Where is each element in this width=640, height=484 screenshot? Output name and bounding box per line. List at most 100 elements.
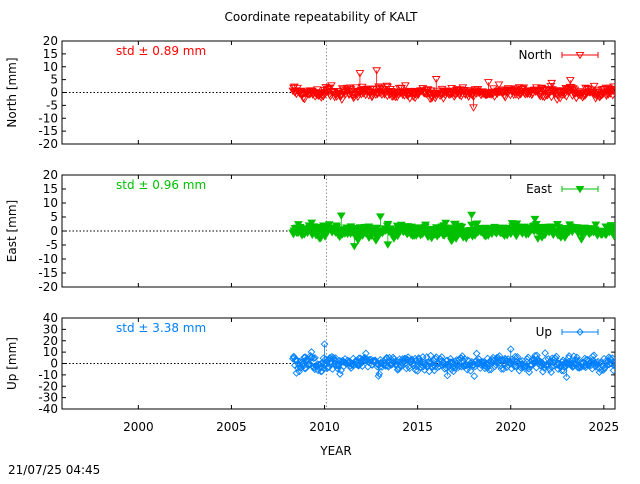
- data-point-up: [472, 349, 481, 358]
- data-point-up: [439, 358, 448, 367]
- data-point-up: [373, 362, 382, 371]
- data-point-up: [358, 362, 367, 370]
- data-point-east: [540, 232, 550, 240]
- x-tick-label: 2000: [123, 420, 154, 434]
- data-point-east: [457, 223, 467, 232]
- data-point-north: [338, 89, 348, 97]
- data-points-north: [288, 67, 615, 112]
- data-point-up: [511, 354, 520, 363]
- data-point-up: [595, 368, 604, 377]
- data-point-up: [390, 355, 398, 363]
- x-tick-labels: 2000 2005 2010 2015 2020 2025: [123, 420, 619, 434]
- data-point-up: [309, 354, 318, 362]
- data-point-north: [581, 84, 590, 93]
- data-point-up: [497, 365, 506, 373]
- data-point-up: [544, 355, 553, 363]
- data-point-up: [581, 363, 590, 372]
- y-tick-label-east: 15: [43, 182, 58, 196]
- data-point-up: [395, 363, 403, 372]
- data-point-north: [515, 91, 525, 99]
- data-point-up: [589, 356, 597, 364]
- std-label-up: std ± 3.38 mm: [116, 321, 206, 335]
- y-axis-label-east: East [mm]: [5, 200, 19, 262]
- data-point-up: [354, 360, 363, 369]
- data-point-east: [610, 227, 615, 235]
- y-axis-label-up: Up [mm]: [5, 337, 19, 390]
- x-tick-label: 2020: [495, 420, 526, 434]
- data-point-up: [601, 357, 610, 366]
- x-tick-label: 2010: [309, 420, 340, 434]
- data-points-up: [289, 340, 615, 381]
- data-point-up: [609, 366, 615, 375]
- data-point-north: [383, 83, 393, 92]
- y-tick-label-up: 0: [50, 357, 58, 371]
- legend-marker-east: [575, 185, 585, 194]
- data-point-east: [591, 221, 601, 229]
- data-point-up: [574, 363, 582, 372]
- data-point-up: [547, 368, 556, 377]
- legend-marker-up: [576, 328, 584, 336]
- outlier-point-north: [355, 70, 365, 78]
- data-point-up: [573, 353, 581, 362]
- data-point-up: [397, 362, 406, 370]
- data-point-north: [300, 95, 310, 104]
- data-point-north: [397, 84, 406, 93]
- data-point-up: [611, 362, 615, 371]
- y-tick-label-north: -10: [38, 111, 58, 125]
- x-tick-label: 2025: [589, 420, 620, 434]
- std-label-north: std ± 0.89 mm: [116, 44, 206, 58]
- data-point-up: [293, 356, 302, 365]
- outlier-point-up: [443, 371, 452, 380]
- data-point-up: [588, 364, 597, 373]
- y-axis-label-north: North [mm]: [5, 57, 19, 127]
- x-tick-label: 2015: [402, 420, 433, 434]
- data-point-up: [375, 369, 384, 378]
- data-point-north: [289, 83, 299, 92]
- outlier-point-north: [483, 79, 493, 87]
- timestamp-label: 21/07/25 04:45: [8, 463, 100, 477]
- legend-label-up: Up: [536, 325, 552, 339]
- data-point-north: [608, 92, 615, 100]
- data-point-north: [423, 86, 433, 94]
- x-tick-label: 2005: [216, 420, 247, 434]
- data-point-north: [568, 85, 578, 93]
- data-point-east: [383, 220, 393, 229]
- data-point-up: [384, 363, 393, 371]
- outlier-point-north: [547, 79, 557, 88]
- y-tick-label-north: -20: [38, 137, 58, 151]
- chart-title: Coordinate repeatability of KALT: [225, 10, 419, 24]
- y-tick-label-north: 15: [43, 47, 58, 61]
- data-point-north: [610, 87, 615, 96]
- outlier-point-up: [562, 373, 571, 381]
- data-point-east: [307, 219, 317, 227]
- y-tick-label-north: 0: [50, 86, 58, 100]
- data-point-east: [316, 235, 326, 243]
- y-tick-label-east: 10: [43, 196, 58, 210]
- data-point-up: [552, 352, 561, 361]
- y-tick-label-up: 10: [43, 345, 58, 359]
- y-tick-label-up: -20: [38, 379, 58, 393]
- data-point-up: [424, 358, 433, 367]
- data-point-up: [453, 361, 462, 370]
- data-point-east: [324, 221, 334, 229]
- data-point-up: [396, 358, 405, 366]
- data-point-up: [289, 352, 298, 361]
- y-tick-label-up: -30: [38, 391, 58, 405]
- outlier-point-north: [565, 77, 575, 85]
- data-point-up: [384, 361, 392, 370]
- data-point-up: [470, 372, 479, 380]
- std-label-east: std ± 0.96 mm: [116, 178, 206, 192]
- data-point-north: [361, 87, 371, 95]
- y-tick-label-east: -15: [38, 266, 58, 280]
- data-point-up: [408, 355, 416, 364]
- y-tick-label-east: -5: [46, 238, 58, 252]
- data-point-up: [318, 367, 326, 375]
- data-point-north: [589, 82, 599, 91]
- legend-label-north: North: [518, 48, 552, 62]
- y-tick-label-east: 20: [43, 168, 58, 182]
